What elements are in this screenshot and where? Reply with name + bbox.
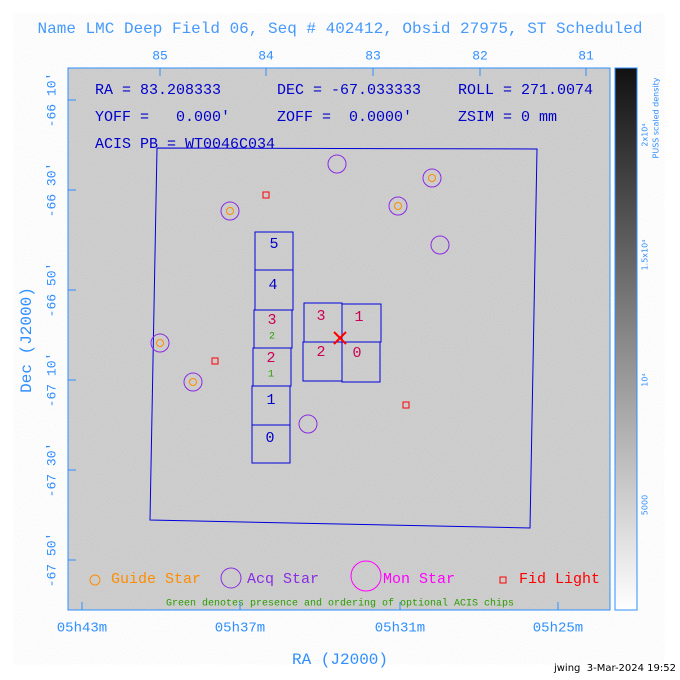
info-zsim: ZSIM = 0 mm [458,109,557,126]
bottom-tick-label: 05h43m [57,621,107,637]
top-tick-label: 82 [472,48,488,63]
title: Name LMC Deep Field 06, Seq # 402412, Ob… [38,20,643,38]
colorbar-title: PUSS scaled density [652,77,661,158]
colorbar-label: 10⁴ [641,373,650,386]
chip-label: 2 [266,350,275,367]
legend-guide-marker [89,574,101,586]
top-tick-label: 85 [152,48,168,63]
left-tick-label: -67 50' [44,533,59,588]
colorbar-label: 1.5x10⁴ [641,240,650,271]
left-tick-label: -66 30' [44,163,59,218]
acq-stars [298,154,450,434]
left-tick-label: -67 30' [44,443,59,498]
chip-label: 5 [269,236,278,253]
top-tick-label: 84 [258,48,274,63]
optional-chip-label: 1 [268,370,274,381]
legend-mon-marker [350,560,382,592]
bottom-tick-label: 05h25m [533,621,583,637]
info-acis: ACIS PB = WT0046C034 [95,136,275,153]
fid-lights [211,191,410,409]
guide-stars [150,168,442,392]
chip-label: 0 [352,345,361,362]
info-roll: ROLL = 271.0074 [458,82,593,99]
field-outline [149,147,538,529]
left-tick-label: -66 50' [44,263,59,318]
chip-label: 3 [267,312,276,329]
x-axis-title: RA (J2000) [292,651,388,669]
colorbar [614,67,638,611]
top-tick-label: 81 [578,48,594,63]
top-tick-label: 83 [365,48,381,63]
left-tick-label: -66 10' [44,73,59,128]
footer: jwing 3-Mar-2024 19:52 [553,663,676,674]
chips [251,231,382,464]
legend-fid-marker [499,576,507,584]
chip-label: 0 [265,430,274,447]
legend-label: Guide Star [111,571,201,588]
chip-label: 1 [266,392,275,409]
legend-label: Fid Light [519,571,600,588]
chip-label: 2 [316,344,325,361]
y-axis-title: Dec (J2000) [18,287,36,393]
colorbar-label: 5000 [641,495,650,515]
chip-label: 4 [268,277,277,294]
chip-label: 3 [316,308,325,325]
legend-acq-marker [220,567,242,589]
legend-label: Acq Star [247,571,319,588]
legend-label: Mon Star [383,571,455,588]
colorbar-label: 2x10⁴ [641,123,650,146]
left-tick-label: -67 10' [44,353,59,408]
bottom-tick-label: 05h31m [375,621,425,637]
aimpoint [333,331,347,345]
info-dec: DEC = -67.033333 [277,82,421,99]
info-yoff: YOFF = 0.000' [95,109,230,126]
chip-label: 1 [354,309,363,326]
plot-frame [67,67,611,611]
optional-chip-label: 2 [269,332,275,343]
note: Green denotes presence and ordering of o… [166,598,514,610]
info-ra: RA = 83.208333 [95,82,221,99]
bottom-tick-label: 05h37m [215,621,265,637]
info-zoff: ZOFF = 0.0000' [277,109,412,126]
